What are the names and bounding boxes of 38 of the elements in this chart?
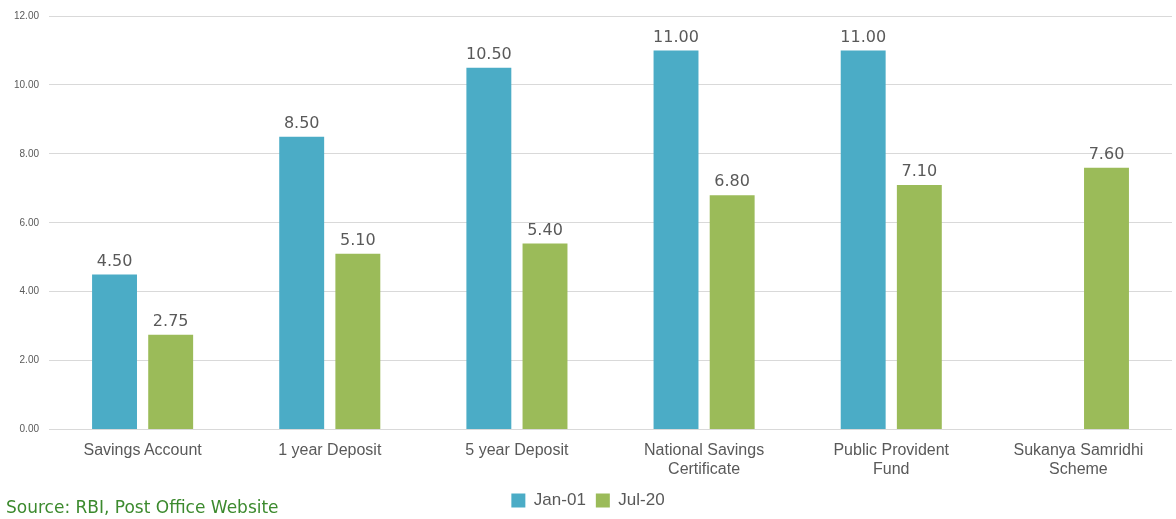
data-label: 4.50	[96, 250, 133, 270]
bar	[466, 67, 512, 430]
x-tick-label: 1 year Deposit	[278, 440, 382, 458]
bar	[148, 334, 194, 430]
x-tick-label: Savings Account	[83, 440, 203, 458]
bar	[1084, 167, 1129, 430]
legend-label: Jul-20	[618, 490, 665, 510]
legend-label: Jan-01	[533, 490, 586, 510]
data-label: 8.50	[283, 112, 320, 132]
y-tick-label: 2.00	[19, 354, 40, 366]
data-label: 6.80	[714, 171, 750, 191]
x-tick-label: Sukanya Samridhi Scheme	[1013, 440, 1144, 477]
data-label: 11.00	[653, 26, 699, 46]
y-tick-label: 10.00	[13, 78, 40, 90]
y-tick-label: 12.00	[13, 9, 40, 21]
y-tick-label: 0.00	[19, 423, 40, 435]
bar	[279, 136, 325, 430]
bar	[840, 50, 886, 430]
data-label: 11.00	[840, 26, 887, 46]
data-label: 5.10	[340, 229, 376, 249]
data-label: 7.60	[1088, 143, 1125, 163]
bar	[653, 50, 699, 430]
y-tick-label: 8.00	[19, 147, 40, 159]
bar	[522, 243, 568, 430]
x-tick-label: 5 year Deposit	[465, 440, 570, 458]
source-note: Source: RBI, Post Office Website	[6, 497, 279, 517]
data-label: 2.75	[152, 310, 189, 330]
data-label: 5.40	[527, 219, 563, 239]
data-label: 10.50	[465, 43, 512, 63]
bar	[896, 184, 942, 430]
y-tick-label: 6.00	[19, 216, 40, 228]
bar	[92, 274, 137, 430]
bar	[709, 195, 755, 430]
x-tick-label: Public Provident Fund	[833, 440, 950, 477]
bar	[335, 253, 381, 430]
y-tick-label: 4.00	[19, 285, 40, 297]
x-tick-label: National Savings Certificate	[644, 440, 765, 477]
data-label: 7.10	[901, 161, 938, 181]
